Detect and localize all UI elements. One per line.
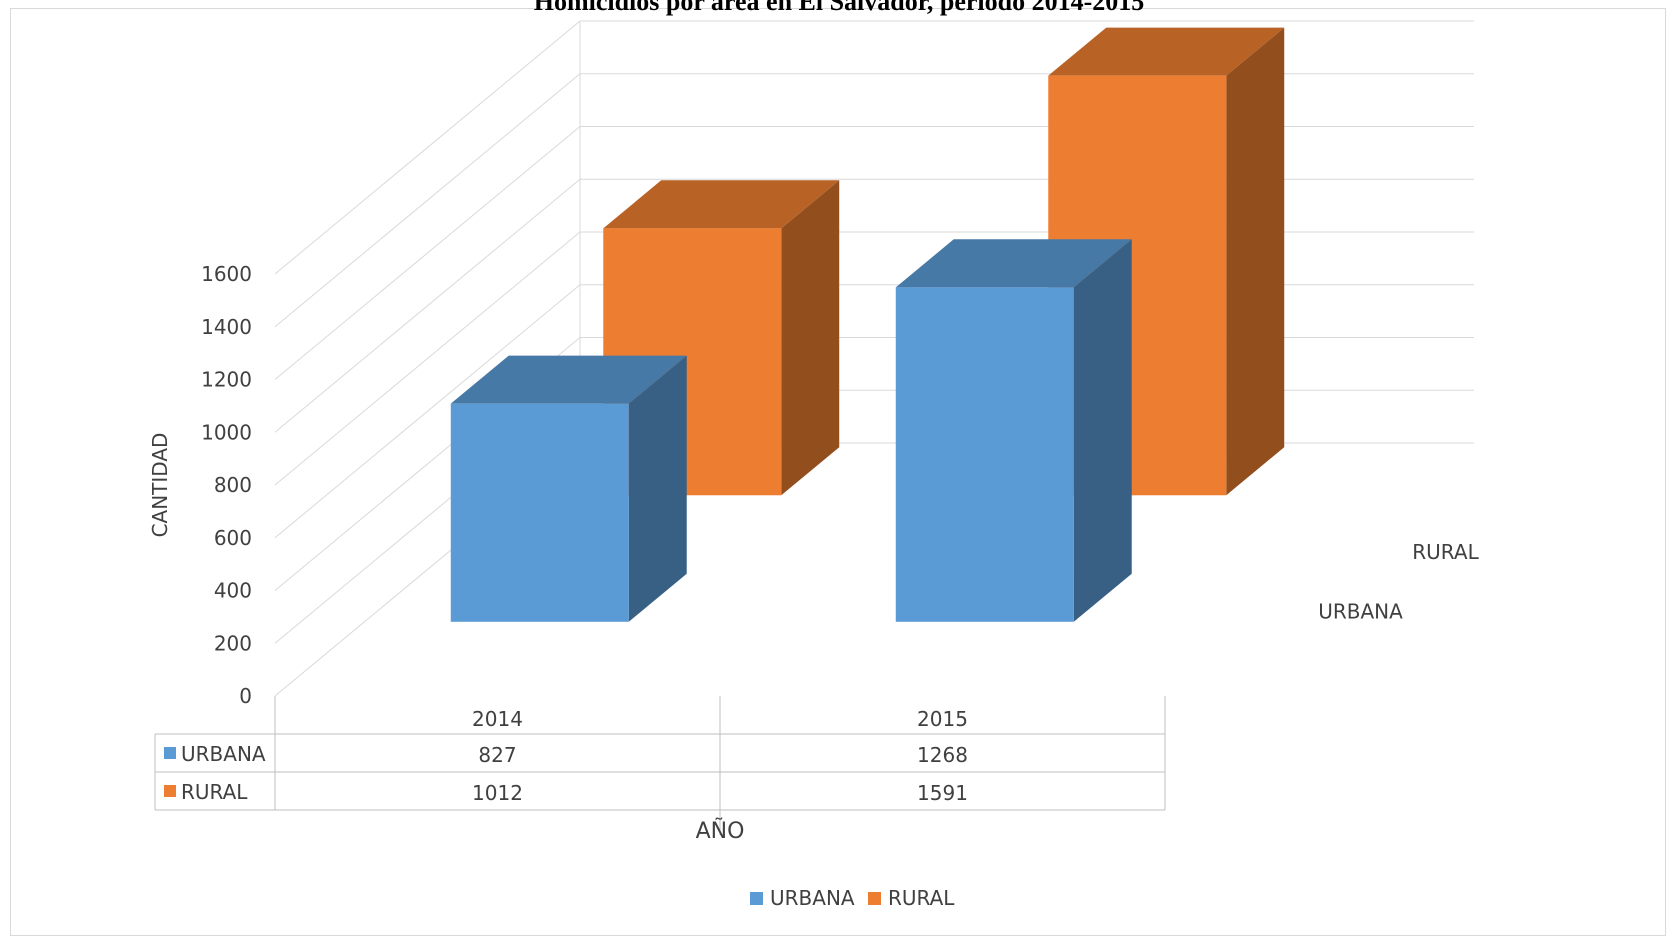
bar-side — [781, 180, 840, 496]
chart-frame: Homicidios por área en El Salvador, peri… — [10, 0, 1666, 936]
bar-front — [895, 287, 1074, 622]
x-axis-label: AÑO — [696, 817, 745, 844]
legend-label: RURAL — [888, 886, 955, 910]
gridline-side — [274, 284, 581, 539]
y-axis-label: CANTIDAD — [148, 433, 172, 538]
y-tick-label: 1200 — [201, 368, 252, 392]
bar-top — [603, 180, 840, 229]
data-label: 1591 — [917, 781, 968, 805]
gridline-side — [274, 20, 581, 275]
bar-side — [1073, 239, 1132, 622]
table-series-label: RURAL — [181, 780, 248, 804]
legend-key — [868, 892, 881, 905]
table-series-label: URBANA — [181, 742, 266, 766]
bar-urbana-2015 — [895, 239, 1132, 622]
legend: URBANA RURAL — [750, 886, 955, 910]
y-tick-label: 600 — [214, 526, 252, 550]
data-label: 1268 — [917, 743, 968, 767]
y-tick-label: 400 — [214, 579, 252, 603]
bar-top — [1048, 27, 1285, 76]
gridline-side — [274, 231, 581, 486]
y-tick-label: 1000 — [201, 420, 252, 444]
legend-key — [750, 892, 763, 905]
y-tick-label: 0 — [239, 684, 252, 708]
y-axis: 0 200 400 600 800 1000 1200 1400 1600 CANTIDAD URB… — [148, 262, 1480, 708]
table-legend-key — [164, 785, 176, 797]
depth-axis-label: URBANA — [1318, 599, 1403, 623]
legend-label: URBANA — [770, 886, 855, 910]
gridline-side — [274, 73, 581, 328]
gridline-side — [274, 126, 581, 380]
bar-side — [1226, 27, 1285, 496]
bars — [450, 27, 1285, 622]
bar-urbana-2014 — [450, 355, 687, 622]
depth-axis-label: RURAL — [1412, 540, 1479, 564]
data-table: 2014 2015 URBANA 827 1268 RURAL 1012 1591 AÑO — [154, 696, 1166, 844]
bar-side — [628, 355, 687, 622]
y-tick-label: 200 — [214, 631, 252, 655]
bar-top — [450, 355, 687, 404]
y-tick-label: 1600 — [201, 262, 252, 286]
x-tick-label: 2015 — [917, 707, 968, 731]
chart-title: Homicidios por área en El Salvador, peri… — [533, 0, 1145, 16]
x-tick-label: 2014 — [472, 707, 523, 731]
data-label: 1012 — [472, 781, 523, 805]
y-tick-label: 800 — [214, 473, 252, 497]
bar-front — [450, 403, 629, 622]
bar-top — [895, 239, 1132, 288]
gridline-side — [274, 178, 581, 433]
table-legend-key — [164, 747, 176, 759]
data-label: 827 — [478, 743, 516, 767]
y-tick-label: 1400 — [201, 315, 252, 339]
